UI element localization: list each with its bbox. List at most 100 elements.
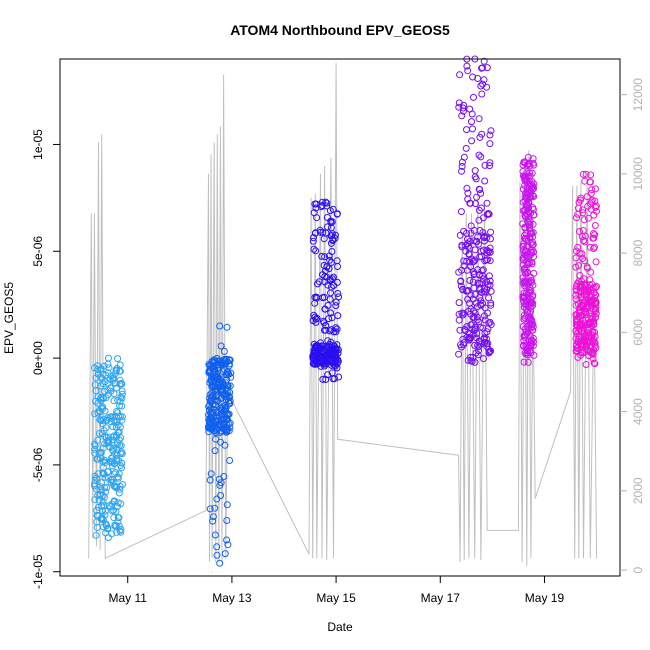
data-point xyxy=(463,333,471,341)
data-point xyxy=(526,162,534,170)
data-point xyxy=(584,202,592,210)
data-point xyxy=(465,250,473,258)
data-point xyxy=(323,214,331,221)
data-point xyxy=(319,375,327,383)
data-point xyxy=(591,231,599,239)
data-point xyxy=(463,126,470,134)
data-point xyxy=(572,247,580,255)
data-point xyxy=(322,354,330,362)
data-point xyxy=(332,328,340,336)
data-point xyxy=(114,474,122,482)
data-point xyxy=(100,501,108,509)
data-point xyxy=(576,249,584,257)
data-point xyxy=(321,253,329,261)
data-point xyxy=(329,375,337,383)
data-point xyxy=(112,507,120,515)
data-point xyxy=(217,492,225,499)
data-point xyxy=(572,263,580,271)
data-point xyxy=(108,446,116,454)
data-point xyxy=(523,242,531,250)
data-point xyxy=(118,416,126,424)
data-point xyxy=(98,514,106,522)
data-point xyxy=(572,327,580,335)
data-point xyxy=(110,497,118,505)
data-point xyxy=(325,252,333,260)
data-point xyxy=(227,369,235,377)
data-point xyxy=(226,400,234,408)
data-point xyxy=(112,484,120,492)
data-point xyxy=(325,343,333,351)
data-point xyxy=(460,309,468,317)
data-point xyxy=(579,209,587,217)
data-point xyxy=(579,206,587,214)
data-point xyxy=(324,281,332,289)
data-point xyxy=(117,528,125,536)
data-point xyxy=(327,289,335,297)
data-point xyxy=(324,371,332,379)
data-point xyxy=(479,64,486,72)
y-axis: -1e-05 -5e-06 0e+00 5e-06 1e-05 xyxy=(31,129,60,589)
data-point xyxy=(576,196,584,204)
data-point xyxy=(113,417,121,425)
data-point xyxy=(483,328,491,336)
data-point xyxy=(97,366,105,374)
data-point xyxy=(109,375,117,383)
data-point xyxy=(481,237,488,245)
data-point xyxy=(99,469,107,477)
data-point xyxy=(486,140,494,148)
data-point xyxy=(523,162,531,169)
data-point xyxy=(589,350,597,358)
data-point xyxy=(222,355,230,363)
data-point xyxy=(581,257,589,265)
data-point xyxy=(118,464,125,472)
data-point xyxy=(530,211,538,219)
data-point xyxy=(105,364,113,372)
data-point xyxy=(577,348,585,356)
data-point xyxy=(219,368,227,376)
y-tick-label: -5e-06 xyxy=(31,447,45,482)
data-point xyxy=(470,327,478,335)
data-point xyxy=(107,458,115,466)
data-point xyxy=(116,527,124,535)
data-point xyxy=(107,387,115,395)
data-point xyxy=(521,224,529,232)
data-point xyxy=(477,189,485,197)
data-point xyxy=(526,234,534,242)
data-point xyxy=(520,277,528,285)
data-point xyxy=(521,268,529,276)
data-point xyxy=(220,473,228,480)
data-point xyxy=(476,284,483,292)
data-point xyxy=(467,357,475,365)
data-point xyxy=(587,268,595,276)
data-point xyxy=(117,393,125,401)
data-point xyxy=(216,559,224,567)
data-point xyxy=(219,382,227,390)
data-point xyxy=(468,110,476,118)
data-point xyxy=(487,321,495,329)
data-point xyxy=(211,504,219,512)
data-point xyxy=(455,99,463,107)
data-point xyxy=(591,222,599,229)
data-point xyxy=(468,325,476,333)
data-point xyxy=(530,193,538,200)
data-point xyxy=(313,214,321,222)
data-point xyxy=(487,228,495,236)
data-point xyxy=(519,256,527,264)
data-point xyxy=(313,359,321,367)
data-point xyxy=(113,408,121,415)
series-3 xyxy=(309,198,343,383)
data-point xyxy=(213,543,221,551)
data-point xyxy=(323,202,331,210)
data-point xyxy=(572,301,580,309)
data-point xyxy=(213,398,221,406)
data-point xyxy=(476,293,484,301)
data-point xyxy=(526,319,534,327)
data-point xyxy=(530,161,538,169)
data-point xyxy=(118,448,126,456)
data-point xyxy=(98,479,105,487)
data-point xyxy=(92,374,100,382)
data-point xyxy=(574,243,582,251)
data-point xyxy=(530,338,537,346)
data-point xyxy=(328,232,336,240)
data-point xyxy=(469,258,477,266)
